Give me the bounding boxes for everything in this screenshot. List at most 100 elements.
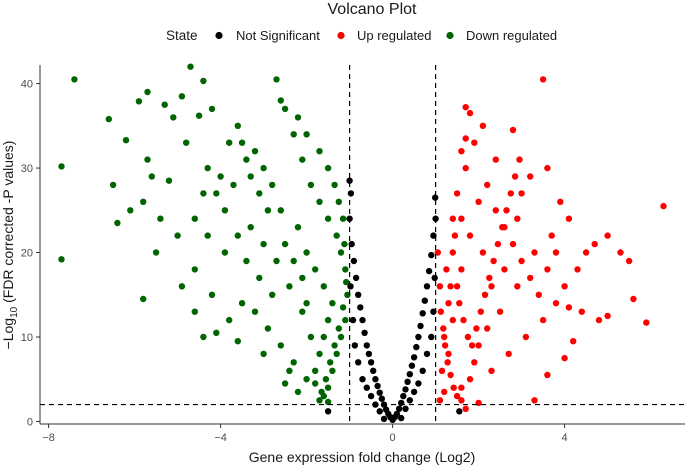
point-down-regulated [307,333,315,341]
point-up-regulated [445,350,452,358]
point-not-significant [404,378,411,385]
point-not-significant [413,343,420,351]
point-down-regulated [294,114,302,121]
y-tick-label: 10 [21,332,33,344]
point-not-significant [423,283,431,290]
point-not-significant [346,177,353,184]
point-up-regulated [539,316,547,324]
point-not-significant [380,415,388,423]
x-axis-ticks: −8 −4 0 4 [42,424,568,444]
point-down-regulated [144,156,151,163]
point-up-regulated [514,215,521,222]
point-down-regulated [339,304,347,311]
point-up-regulated [604,312,611,320]
point-down-regulated [221,207,229,214]
point-up-regulated [453,190,461,197]
point-up-regulated [458,148,465,155]
point-up-regulated [449,316,456,324]
point-not-significant [350,257,358,265]
point-not-significant [349,316,357,324]
point-up-regulated [458,397,465,404]
point-not-significant [431,274,438,282]
point-down-regulated [152,249,160,256]
point-down-regulated [122,137,130,144]
point-up-regulated [552,249,560,256]
point-up-regulated [516,156,523,163]
point-up-regulated [630,295,637,303]
legend-label-down-regulated: Down regulated [466,28,557,43]
point-up-regulated [484,181,491,189]
point-not-significant [410,388,418,396]
point-up-regulated [441,342,449,349]
point-up-regulated [578,308,585,315]
point-down-regulated [256,274,263,282]
point-up-regulated [565,304,573,311]
point-up-regulated [492,156,499,163]
legend-label-up-regulated: Up regulated [357,28,431,43]
point-down-regulated [342,316,349,324]
point-not-significant [363,384,370,391]
point-down-regulated [58,256,65,263]
point-down-regulated [144,88,151,96]
point-up-regulated [471,359,478,366]
point-up-regulated [490,257,497,265]
point-down-regulated [135,98,143,105]
point-up-regulated [557,198,564,205]
point-not-significant [370,367,377,374]
point-down-regulated [307,181,315,189]
point-down-regulated [335,198,342,205]
point-not-significant [398,414,405,422]
point-down-regulated [234,122,241,129]
point-not-significant [367,392,375,400]
point-up-regulated [527,274,534,282]
point-not-significant [421,297,428,304]
point-down-regulated [324,316,332,324]
point-up-regulated [458,384,465,391]
point-down-regulated [200,333,207,341]
point-down-regulated [178,283,186,290]
point-not-significant [324,408,332,415]
point-down-regulated [277,207,284,214]
point-down-regulated [322,376,330,383]
point-up-regulated [462,405,469,412]
point-up-regulated [479,122,487,129]
point-down-regulated [290,131,297,138]
point-down-regulated [324,215,332,222]
point-down-regulated [290,257,297,265]
point-not-significant [374,382,381,390]
point-down-regulated [174,232,181,239]
point-down-regulated [316,198,323,205]
point-not-significant [352,274,360,282]
point-down-regulated [226,139,233,146]
point-up-regulated [447,371,454,379]
point-down-regulated [316,350,323,358]
point-not-significant [406,371,413,378]
point-down-regulated [238,300,246,307]
point-down-regulated [299,274,306,282]
point-not-significant [351,342,358,349]
point-down-regulated [243,257,250,265]
point-up-regulated [475,198,482,205]
point-up-regulated [456,300,463,307]
y-tick-label: 40 [21,79,33,91]
point-down-regulated [281,240,289,248]
point-up-regulated [535,291,542,298]
point-down-regulated [251,308,259,315]
point-up-regulated [462,164,469,172]
point-down-regulated [286,283,293,290]
point-down-regulated [316,397,323,404]
point-down-regulated [320,333,327,341]
point-up-regulated [440,325,447,332]
point-down-regulated [204,164,211,172]
point-up-regulated [481,291,489,298]
point-up-regulated [471,139,478,146]
point-up-regulated [436,397,444,404]
point-down-regulated [191,308,198,315]
point-down-regulated [312,266,319,273]
point-up-regulated [486,274,493,282]
point-not-significant [417,322,424,330]
point-up-regulated [552,300,560,307]
point-down-regulated [273,257,280,265]
point-not-significant [347,283,354,290]
point-down-regulated [140,198,147,205]
